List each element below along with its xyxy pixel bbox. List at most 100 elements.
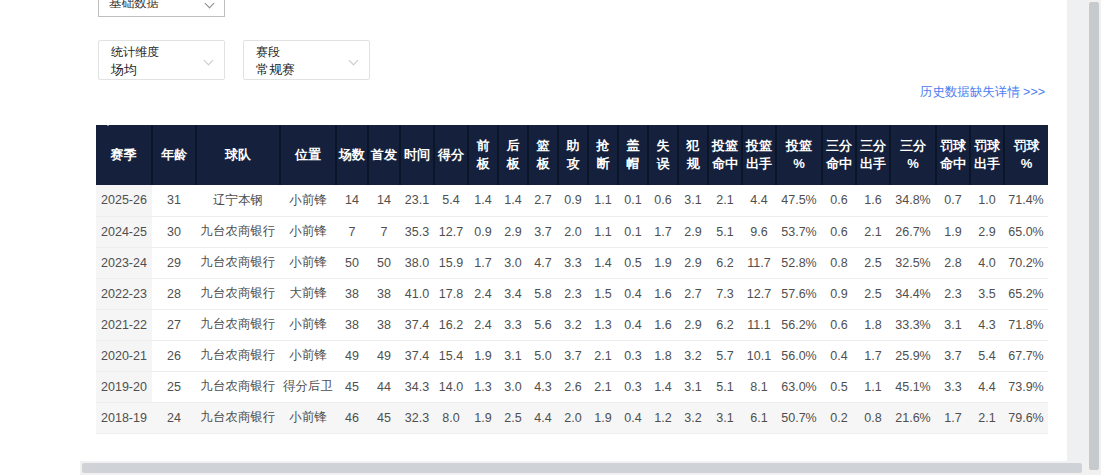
stage-select[interactable]: 赛段 常规赛	[243, 40, 370, 80]
stat-cell: 小前锋	[280, 247, 336, 278]
table-row: 2018-1924九台农商银行小前锋464532.38.01.92.54.42.…	[96, 402, 1048, 433]
stat-cell: 56.2%	[776, 309, 822, 340]
stat-cell: 79.6%	[1004, 402, 1048, 433]
stat-cell: 71.8%	[1004, 309, 1048, 340]
stat-cell: 小前锋	[280, 216, 336, 247]
stat-dimension-label: 统计维度	[111, 45, 212, 59]
stat-cell: 0.6	[822, 216, 856, 247]
column-header: 罚球 出手	[970, 125, 1004, 185]
stat-cell: 辽宁本钢	[196, 185, 280, 216]
stat-cell: 37.4	[400, 340, 434, 371]
vertical-scrollbar-thumb[interactable]	[1089, 2, 1099, 470]
stat-cell: 7.3	[708, 278, 742, 309]
stat-cell: 2.8	[936, 247, 970, 278]
stat-cell: 1.7	[468, 247, 498, 278]
stat-cell: 23.1	[400, 185, 434, 216]
stat-cell: 3.7	[558, 340, 588, 371]
table-row: 2022-2328九台农商银行大前锋383841.017.82.43.45.82…	[96, 278, 1048, 309]
stat-cell: 0.5	[618, 247, 648, 278]
stat-cell: 38.0	[400, 247, 434, 278]
stat-cell: 38	[336, 278, 368, 309]
stat-cell: 3.1	[678, 371, 708, 402]
stat-cell: 2.3	[936, 278, 970, 309]
stat-cell: 九台农商银行	[196, 371, 280, 402]
stat-cell: 26	[152, 340, 196, 371]
season-cell: 2022-23	[96, 278, 152, 309]
stat-cell: 3.2	[678, 402, 708, 433]
stat-cell: 70.2%	[1004, 247, 1048, 278]
stat-cell: 4.3	[528, 371, 558, 402]
stat-cell: 2.9	[678, 216, 708, 247]
column-header: 得分	[434, 125, 468, 185]
stat-cell: 1.6	[856, 185, 890, 216]
stat-cell: 1.2	[648, 402, 678, 433]
stat-cell: 4.7	[528, 247, 558, 278]
stat-cell: 0.6	[822, 185, 856, 216]
stat-cell: 49	[336, 340, 368, 371]
stat-cell: 九台农商银行	[196, 247, 280, 278]
stat-cell: 14.0	[434, 371, 468, 402]
stat-cell: 0.6	[648, 185, 678, 216]
stat-cell: 34.3	[400, 371, 434, 402]
stat-dimension-value: 场均	[111, 61, 212, 79]
stat-cell: 7	[368, 216, 400, 247]
stat-cell: 73.9%	[1004, 371, 1048, 402]
vertical-scrollbar[interactable]	[1087, 0, 1101, 475]
stat-cell: 2.3	[558, 278, 588, 309]
stat-cell: 50	[336, 247, 368, 278]
stat-cell: 1.3	[468, 371, 498, 402]
stat-cell: 0.3	[618, 340, 648, 371]
column-header: 位置	[280, 125, 336, 185]
stat-cell: 5.1	[708, 216, 742, 247]
data-category-select[interactable]: 基础数据	[98, 0, 225, 17]
stat-cell: 0.1	[618, 185, 648, 216]
stat-cell: 6.2	[708, 247, 742, 278]
column-header: 三分 %	[890, 125, 936, 185]
column-header: 犯规	[678, 125, 708, 185]
stat-cell: 5.0	[528, 340, 558, 371]
stat-cell: 57.6%	[776, 278, 822, 309]
stat-cell: 0.9	[468, 216, 498, 247]
column-header: 罚球 %	[1004, 125, 1048, 185]
stat-cell: 30	[152, 216, 196, 247]
stat-cell: 1.1	[588, 185, 618, 216]
stat-cell: 5.4	[434, 185, 468, 216]
column-header: 首发	[368, 125, 400, 185]
stat-cell: 12.7	[742, 278, 776, 309]
stat-dimension-select[interactable]: 统计维度 场均	[98, 40, 225, 80]
stat-cell: 25	[152, 371, 196, 402]
history-missing-data-link[interactable]: 历史数据缺失详情 >>>	[920, 84, 1045, 101]
stat-cell: 15.4	[434, 340, 468, 371]
stat-cell: 1.9	[468, 402, 498, 433]
season-cell: 2023-24	[96, 247, 152, 278]
stat-cell: 32.3	[400, 402, 434, 433]
stat-cell: 小前锋	[280, 340, 336, 371]
column-header: 年龄	[152, 125, 196, 185]
horizontal-scrollbar[interactable]	[80, 461, 1087, 475]
stat-cell: 九台农商银行	[196, 309, 280, 340]
table-row: 2023-2429九台农商银行小前锋505038.015.91.73.04.73…	[96, 247, 1048, 278]
stat-cell: 九台农商银行	[196, 340, 280, 371]
stat-cell: 11.7	[742, 247, 776, 278]
stat-cell: 32.5%	[890, 247, 936, 278]
table-row: 2021-2227九台农商银行小前锋383837.416.22.43.35.63…	[96, 309, 1048, 340]
stat-cell: 35.3	[400, 216, 434, 247]
stat-cell: 5.7	[708, 340, 742, 371]
stat-cell: 1.6	[648, 309, 678, 340]
stat-cell: 3.1	[498, 340, 528, 371]
data-category-value: 基础数据	[109, 0, 159, 12]
horizontal-scrollbar-thumb[interactable]	[82, 463, 1082, 473]
column-header: 投篮 出手	[742, 125, 776, 185]
stat-cell: 3.2	[678, 340, 708, 371]
stat-cell: 3.3	[558, 247, 588, 278]
stat-cell: 47.5%	[776, 185, 822, 216]
table-header-row: 赛季年龄球队位置场数首发时间得分前板后板篮板助攻抢断盖帽失误犯规投篮 命中投篮 …	[96, 125, 1048, 185]
season-cell: 2025-26	[96, 185, 152, 216]
column-header: 三分 出手	[856, 125, 890, 185]
stat-cell: 1.3	[588, 309, 618, 340]
stat-cell: 52.8%	[776, 247, 822, 278]
stat-cell: 45	[368, 402, 400, 433]
stat-cell: 0.3	[618, 371, 648, 402]
stage-value: 常规赛	[256, 61, 357, 79]
stat-cell: 3.2	[558, 309, 588, 340]
